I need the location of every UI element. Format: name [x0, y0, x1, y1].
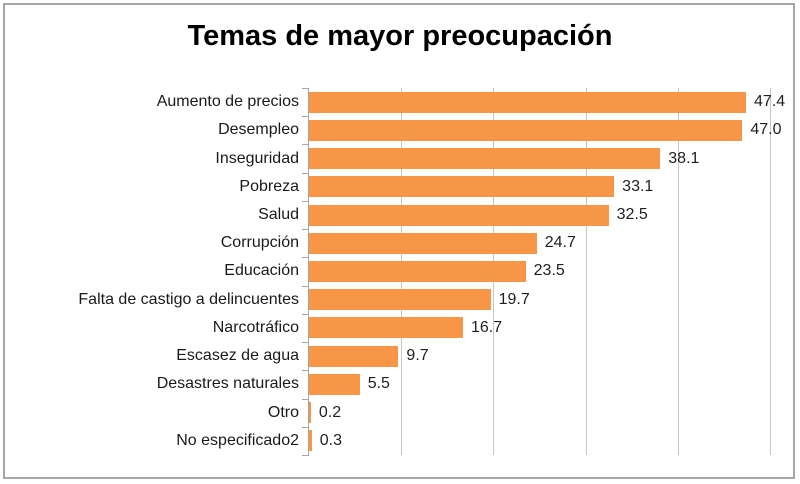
bar-row: 24.7	[309, 229, 770, 257]
bar	[309, 402, 311, 424]
value-label: 38.1	[668, 149, 700, 167]
bar	[309, 430, 312, 452]
value-label: 47.0	[750, 121, 782, 139]
category-label: Escasez de agua	[176, 347, 299, 365]
bar	[309, 148, 661, 170]
bar	[309, 119, 743, 141]
bar-row: 33.1	[309, 173, 770, 201]
value-label: 16.7	[470, 318, 503, 336]
bar-row: 38.1	[309, 144, 770, 172]
axis-tick	[302, 427, 309, 428]
gridline-40	[677, 88, 679, 455]
axis-tick	[302, 88, 309, 89]
axis-tick	[302, 257, 309, 258]
category-label: No especificado2	[176, 431, 299, 449]
gridline-30	[585, 88, 587, 455]
axis-tick	[302, 286, 309, 287]
bar	[309, 345, 399, 367]
axis-tick	[302, 455, 309, 456]
bar	[309, 204, 609, 226]
value-label: 9.7	[406, 347, 429, 365]
value-label: 33.1	[622, 177, 654, 195]
category-label: Educación	[224, 262, 299, 280]
bar-row: 0.3	[309, 427, 770, 455]
axis-tick	[302, 399, 309, 400]
category-label: Desastres naturales	[156, 375, 299, 393]
category-label: Desempleo	[218, 121, 299, 139]
axis-tick	[302, 144, 309, 145]
axis-tick	[302, 314, 309, 315]
bar-row: 9.7	[309, 342, 770, 370]
category-label: Corrupción	[220, 234, 299, 252]
value-label: 23.5	[533, 262, 565, 280]
bar-row: 47.4	[309, 88, 785, 116]
bar-row: 19.7	[309, 286, 770, 314]
axis-tick	[302, 116, 309, 117]
bar	[309, 317, 463, 339]
category-label: Falta de castigo a delincuentes	[78, 290, 299, 308]
value-label: 47.4	[754, 93, 786, 111]
value-label: 5.5	[367, 375, 390, 393]
bar-row: 5.5	[309, 370, 770, 398]
value-label: 0.2	[318, 403, 342, 421]
bar	[309, 232, 537, 254]
value-label: 0.3	[319, 431, 343, 449]
bar-row: 16.7	[309, 314, 770, 342]
axis-tick	[302, 173, 309, 174]
category-label: Pobreza	[239, 177, 299, 195]
bar-row: 47.0	[309, 116, 781, 144]
bar-row: 23.5	[309, 257, 770, 285]
bar	[309, 260, 526, 282]
axis-tick	[302, 229, 309, 230]
axis-tick	[302, 201, 309, 202]
bar	[309, 373, 360, 395]
axis-tick	[302, 342, 309, 343]
bar-row: 0.2	[309, 399, 770, 427]
category-label: Inseguridad	[215, 149, 299, 167]
bar	[309, 289, 491, 311]
category-label: Otro	[267, 403, 299, 421]
chart-title: Temas de mayor preocupación	[187, 20, 613, 52]
category-axis: Aumento de precios Desempleo Inseguridad Po…	[0, 88, 299, 455]
category-label: Salud	[258, 206, 299, 224]
bar-row: 32.5	[309, 201, 770, 229]
value-label: 24.7	[544, 234, 576, 252]
plot-area: 47.4 47.0 38.1 33.1 32.5 24.7 23.5 19.7 16.7 9.7 5…	[302, 88, 785, 456]
axis-tick	[302, 370, 309, 371]
category-label: Narcotráfico	[212, 318, 299, 336]
bar	[309, 91, 747, 113]
value-label: 19.7	[498, 290, 530, 308]
value-label: 32.5	[616, 206, 648, 224]
bar	[309, 176, 615, 198]
gridline-50	[770, 88, 771, 455]
category-label: Aumento de precios	[156, 93, 299, 111]
